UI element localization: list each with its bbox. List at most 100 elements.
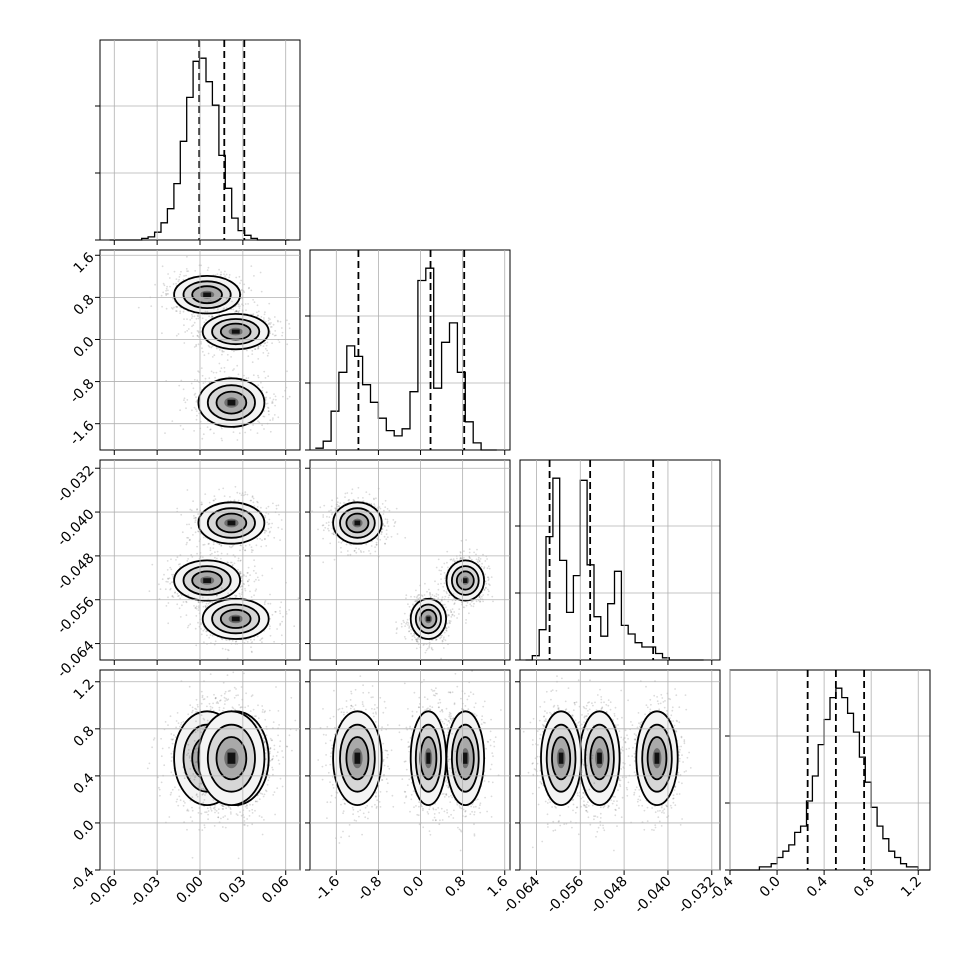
y-tick-label: -0.8 — [67, 376, 98, 407]
scatter-point — [169, 588, 172, 591]
scatter-point — [195, 605, 198, 608]
scatter-point — [220, 552, 223, 555]
scatter-point — [243, 374, 245, 377]
scatter-point — [262, 415, 265, 418]
scatter-point — [254, 590, 257, 592]
scatter-point — [269, 593, 271, 596]
scatter-point — [268, 413, 270, 416]
scatter-point — [195, 343, 198, 346]
scatter-point — [273, 536, 276, 539]
scatter-point — [193, 605, 195, 607]
scatter-point — [197, 317, 200, 320]
scatter-point — [257, 314, 259, 317]
scatter-point — [426, 647, 429, 650]
scatter-point — [487, 576, 490, 579]
scatter-point — [257, 384, 260, 386]
scatter-point — [238, 307, 241, 309]
scatter-point — [212, 547, 215, 549]
histogram-panel-2 — [515, 459, 721, 661]
scatter-point — [213, 541, 215, 544]
scatter-point — [194, 519, 197, 521]
scatter-point — [271, 402, 274, 404]
scatter-point — [198, 530, 200, 533]
scatter-point — [256, 304, 259, 307]
scatter-point — [244, 491, 247, 493]
scatter-point — [182, 601, 185, 603]
scatter-point — [241, 297, 243, 300]
scatter-point — [247, 584, 250, 587]
scatter-point — [181, 604, 183, 607]
scatter-point — [204, 605, 207, 607]
scatter-point — [235, 595, 237, 598]
scatter-point — [207, 543, 210, 545]
scatter-point — [269, 332, 272, 335]
scatter-point — [239, 559, 242, 562]
scatter-point — [468, 551, 471, 554]
scatter-point — [250, 546, 253, 549]
scatter-point — [183, 318, 185, 320]
scatter-point — [263, 601, 266, 604]
scatter-point — [228, 639, 231, 642]
scatter-point — [163, 573, 165, 576]
scatter-point — [267, 410, 270, 412]
scatter-point — [202, 605, 205, 608]
scatter-point — [214, 551, 216, 554]
panel-content — [148, 485, 300, 660]
scatter-point — [264, 347, 267, 350]
scatter-point — [226, 657, 229, 660]
scatter-point — [180, 379, 183, 382]
scatter-point — [191, 315, 194, 318]
scatter-point — [170, 558, 172, 561]
scatter-point — [271, 613, 274, 616]
scatter-point — [443, 631, 446, 634]
scatter-point — [176, 592, 179, 595]
scatter-point — [264, 397, 267, 399]
scatter-point — [264, 398, 267, 401]
scatter-point — [487, 593, 489, 596]
scatter-point — [264, 529, 267, 532]
scatter-point — [200, 633, 203, 636]
scatter-point — [243, 283, 246, 286]
scatter-point — [230, 589, 232, 591]
scatter-point — [263, 342, 266, 345]
scatter-point — [431, 594, 434, 596]
scatter-point — [251, 496, 254, 498]
scatter-point — [240, 593, 243, 596]
scatter-point — [241, 303, 243, 306]
scatter-point — [430, 596, 432, 598]
scatter-point — [162, 291, 165, 294]
scatter-point — [271, 402, 273, 404]
scatter-point — [215, 594, 218, 597]
scatter-point — [438, 569, 441, 572]
scatter-point — [263, 531, 266, 534]
scatter-point — [266, 349, 268, 352]
scatter-point — [213, 432, 215, 435]
scatter-point — [169, 566, 172, 569]
scatter-point — [175, 305, 178, 308]
x-tick-label: 1.2 — [898, 874, 925, 901]
scatter-point — [447, 596, 450, 599]
scatter-point — [244, 544, 247, 547]
scatter-point — [169, 587, 172, 590]
scatter-point — [477, 561, 479, 564]
scatter-point — [275, 611, 277, 613]
scatter-point — [465, 539, 467, 541]
scatter-point — [274, 330, 277, 332]
scatter-point — [179, 409, 182, 412]
scatter-point — [176, 507, 179, 510]
scatter-point — [228, 274, 231, 276]
scatter-point — [244, 303, 247, 305]
scatter-point — [286, 343, 289, 346]
scatter-point — [209, 549, 212, 552]
scatter-point — [196, 330, 199, 332]
scatter-point — [216, 594, 218, 597]
scatter-point — [252, 501, 255, 504]
scatter-point — [435, 566, 438, 569]
scatter-point — [261, 641, 263, 644]
scatter-point — [261, 424, 263, 427]
scatter-point — [400, 625, 403, 628]
scatter-point — [234, 594, 236, 597]
scatter-point — [167, 273, 170, 275]
scatter-point — [185, 614, 188, 617]
scatter-point — [186, 255, 188, 258]
